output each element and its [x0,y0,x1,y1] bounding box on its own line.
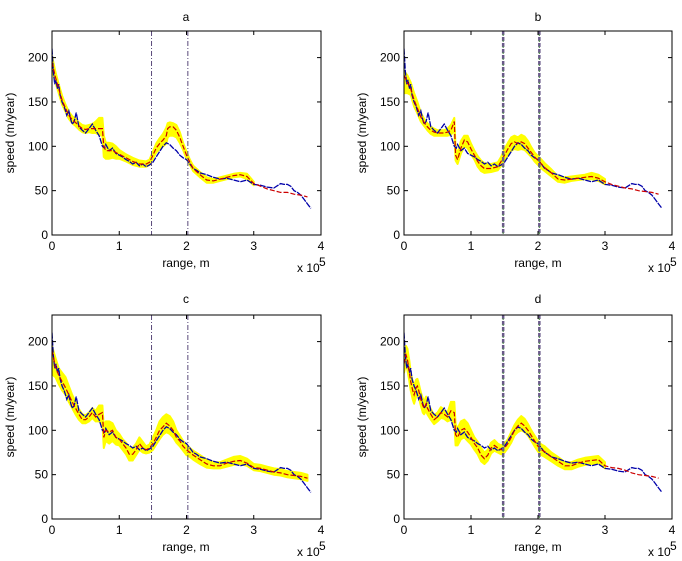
uncertainty-band [404,69,606,186]
panel-d: d range, m speed (m/year) 0 1 2 3 4 0 50 100 150… [355,292,677,559]
plot-area [404,315,663,519]
panel-title: c [183,292,189,306]
x-tick-label: 3 [602,523,609,537]
x-tick-label: 0 [49,523,56,537]
model-line [404,75,659,195]
x-tick-label: 3 [602,239,609,253]
x-multiplier-exponent: 5 [319,539,326,553]
panel-title: a [183,10,190,24]
y-axis-label: speed (m/year) [3,93,17,174]
x-multiplier-label: x 10 [297,545,320,559]
x-tick-label: 1 [468,239,475,253]
plot-area [404,31,663,235]
model-line [52,350,308,479]
x-multiplier-exponent: 5 [670,255,677,269]
uncertainty-band [404,345,606,471]
x-tick-label: 4 [318,523,325,537]
y-tick-label: 100 [380,139,400,153]
y-tick-label: 200 [28,335,48,349]
x-tick-label: 2 [183,523,190,537]
x-tick-label: 0 [49,239,56,253]
x-multiplier-label: x 10 [648,545,671,559]
x-axis-label: range, m [514,256,561,270]
x-multiplier-exponent: 5 [670,539,677,553]
y-tick-label: 100 [28,423,48,437]
panel-title: b [535,10,542,24]
x-tick-label: 1 [116,523,123,537]
y-tick-label: 200 [380,51,400,65]
y-axis-label: speed (m/year) [355,93,369,174]
y-tick-label: 50 [387,468,401,482]
y-tick-label: 200 [380,335,400,349]
panel-title: d [535,292,542,306]
x-multiplier-label: x 10 [297,261,320,275]
y-tick-label: 0 [393,228,400,242]
x-tick-label: 0 [401,239,408,253]
y-tick-label: 150 [28,379,48,393]
y-tick-label: 50 [35,184,49,198]
x-tick-label: 3 [250,523,257,537]
observed-line [404,48,663,209]
plot-area [52,31,312,235]
y-tick-label: 200 [28,51,48,65]
panel-c: c range, m speed (m/year) 0 1 2 3 4 0 50 100 150… [3,292,326,559]
x-tick-label: 4 [669,523,676,537]
x-axis-label: range, m [162,540,209,554]
y-tick-label: 0 [393,512,400,526]
y-axis-label: speed (m/year) [355,377,369,458]
panel-b: b range, m speed (m/year) 0 1 2 3 4 0 50 100 150… [355,10,677,275]
x-tick-label: 4 [318,239,325,253]
uncertainty-band [52,345,309,482]
x-tick-label: 2 [535,523,542,537]
x-multiplier-exponent: 5 [319,255,326,269]
y-tick-label: 0 [41,228,48,242]
y-tick-label: 100 [28,139,48,153]
y-axis-label: speed (m/year) [3,377,17,458]
x-multiplier-label: x 10 [648,261,671,275]
x-axis-label: range, m [162,256,209,270]
y-tick-label: 50 [387,184,401,198]
x-tick-label: 4 [669,239,676,253]
y-tick-label: 0 [41,512,48,526]
y-tick-label: 150 [28,95,48,109]
model-line [404,352,659,479]
x-tick-label: 2 [535,239,542,253]
x-tick-label: 2 [183,239,190,253]
y-tick-label: 150 [380,95,400,109]
x-axis-label: range, m [514,540,561,554]
panel-a: a range, m speed (m/year) 0 1 2 3 4 0 50 100 150… [3,10,326,275]
x-tick-label: 1 [468,523,475,537]
x-tick-label: 1 [116,239,123,253]
y-tick-label: 50 [35,468,49,482]
x-tick-label: 0 [401,523,408,537]
y-tick-label: 100 [380,423,400,437]
plot-area [52,315,312,519]
y-tick-label: 150 [380,379,400,393]
model-line [52,61,308,198]
x-tick-label: 3 [250,239,257,253]
uncertainty-band [52,54,255,187]
